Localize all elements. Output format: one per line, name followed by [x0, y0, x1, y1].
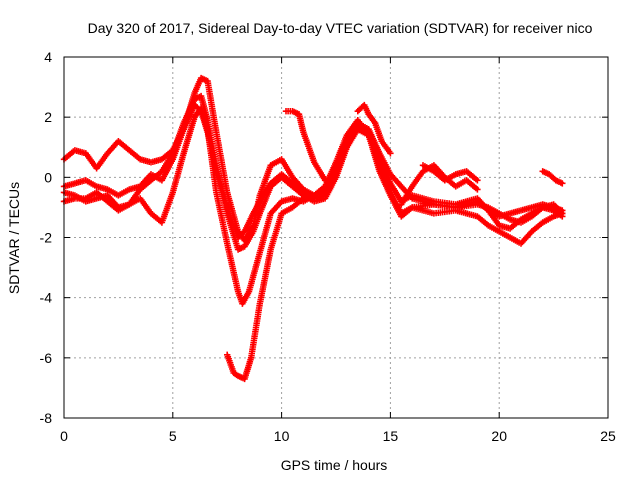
data-point	[300, 195, 307, 202]
data-point	[474, 177, 481, 184]
y-tick-label: -2	[40, 230, 53, 246]
axis-layer: 0 5 10 15 20 25 -8 -6 -4 -2 0 2 4	[40, 49, 616, 444]
x-axis-label: GPS time / hours	[281, 457, 388, 473]
series-layer	[60, 74, 566, 383]
series-track-7	[354, 101, 394, 157]
y-tick-label: -4	[40, 290, 53, 306]
series-track-4	[60, 92, 566, 241]
data-point	[387, 150, 394, 157]
series-track-6	[282, 108, 329, 184]
series-track-9	[419, 162, 481, 184]
x-tick-label: 10	[274, 428, 290, 444]
data-point	[474, 186, 481, 193]
y-tick-label: -6	[40, 350, 53, 366]
y-tick-label: 0	[44, 169, 52, 185]
y-tick-label: -8	[40, 410, 53, 426]
series-track-5	[224, 195, 307, 383]
x-tick-label: 15	[383, 428, 399, 444]
series-track-10	[539, 168, 566, 187]
series-track-3	[60, 104, 566, 307]
x-tick-label: 5	[169, 428, 177, 444]
chart-title: Day 320 of 2017, Sidereal Day-to-day VTE…	[88, 20, 593, 36]
x-tick-label: 0	[60, 428, 68, 444]
y-axis-label: SDTVAR / TECUs	[6, 182, 22, 294]
y-tick-label: 4	[44, 49, 52, 65]
x-tick-label: 25	[600, 428, 616, 444]
x-tick-label: 20	[491, 428, 507, 444]
data-point	[559, 180, 566, 187]
data-point	[559, 207, 566, 214]
data-point	[321, 177, 329, 184]
y-tick-label: 2	[44, 109, 52, 125]
